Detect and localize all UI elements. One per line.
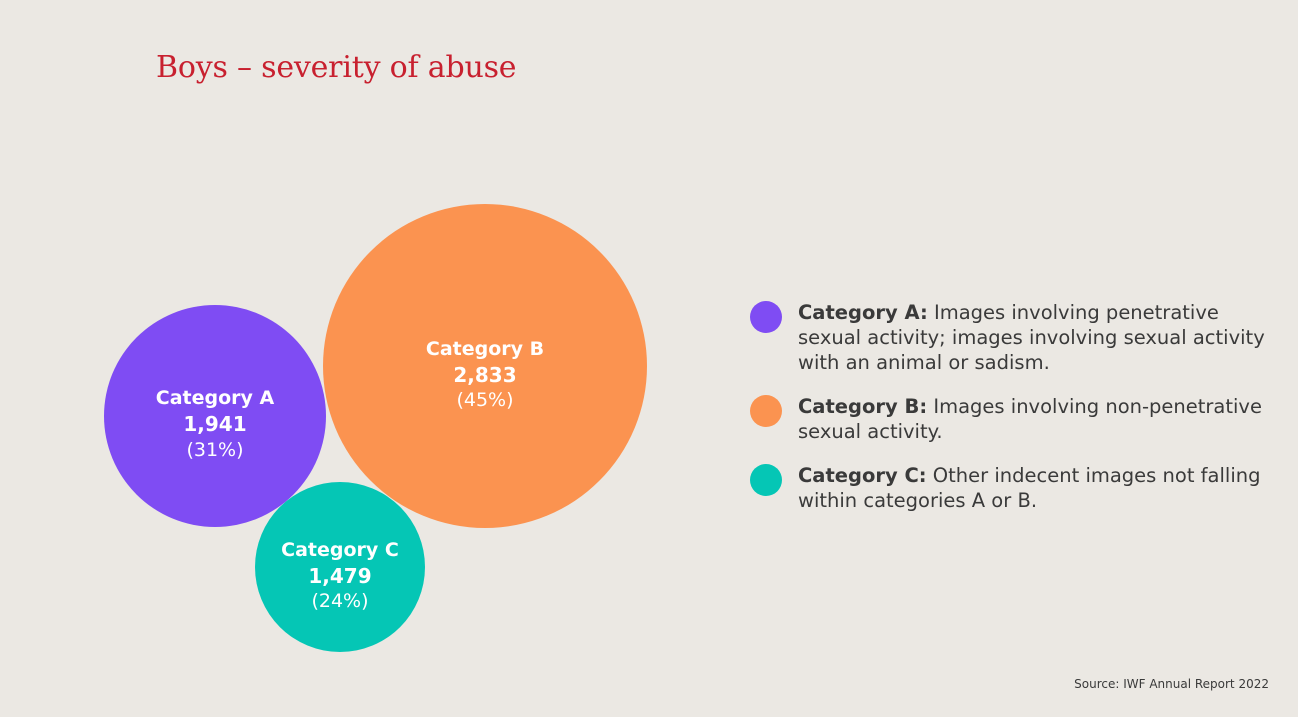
bubble-category-a: Category A 1,941 (31%) — [104, 305, 326, 527]
source-note: Source: IWF Annual Report 2022 — [1074, 677, 1269, 691]
legend-label: Category A: — [798, 301, 928, 324]
bubble-category-a-count: 1,941 — [183, 412, 246, 436]
bubble-category-b-circle — [323, 204, 647, 528]
bubble-category-c-count: 1,479 — [308, 564, 371, 588]
legend: Category A: Images involving penetrative… — [750, 300, 1270, 532]
legend-item-category-c: Category C: Other indecent images not fa… — [750, 463, 1270, 513]
bubble-category-c-percent: (24%) — [311, 590, 368, 612]
legend-item-category-a: Category A: Images involving penetrative… — [750, 300, 1270, 375]
bubble-category-b-percent: (45%) — [456, 389, 513, 411]
legend-item-category-b: Category B: Images involving non-penetra… — [750, 394, 1270, 444]
bubble-category-a-percent: (31%) — [186, 439, 243, 461]
bubble-category-c: Category C 1,479 (24%) — [255, 482, 425, 652]
bubble-category-a-name: Category A — [156, 387, 275, 409]
legend-description: Other indecent images not falling within… — [798, 464, 1261, 512]
legend-swatch-category-a — [750, 301, 782, 333]
legend-swatch-category-c — [750, 464, 782, 496]
bubble-category-b: Category B 2,833 (45%) — [323, 204, 647, 528]
chart-title: Boys – severity of abuse — [156, 50, 517, 85]
bubble-category-b-name: Category B — [426, 338, 544, 360]
legend-label: Category C: — [798, 464, 927, 487]
bubble-category-c-circle — [255, 482, 425, 652]
legend-label: Category B: — [798, 395, 928, 418]
bubble-category-c-name: Category C — [281, 539, 399, 561]
legend-description: Images involving penetrative sexual acti… — [798, 301, 1265, 374]
legend-swatch-category-b — [750, 395, 782, 427]
bubble-category-a-circle — [104, 305, 326, 527]
bubble-category-b-count: 2,833 — [453, 363, 516, 387]
bubble-chart: Category A 1,941 (31%) Category B 2,833 … — [104, 204, 647, 652]
legend-description: Images involving non-penetrative sexual … — [798, 395, 1262, 443]
